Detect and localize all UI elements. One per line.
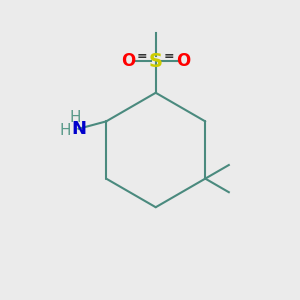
Text: =: =: [164, 50, 175, 63]
Text: O: O: [176, 52, 190, 70]
Text: =: =: [137, 50, 148, 63]
Text: H: H: [70, 110, 81, 125]
Text: N: N: [71, 120, 86, 138]
Text: H: H: [60, 123, 71, 138]
Text: O: O: [122, 52, 136, 70]
Text: S: S: [149, 52, 163, 71]
